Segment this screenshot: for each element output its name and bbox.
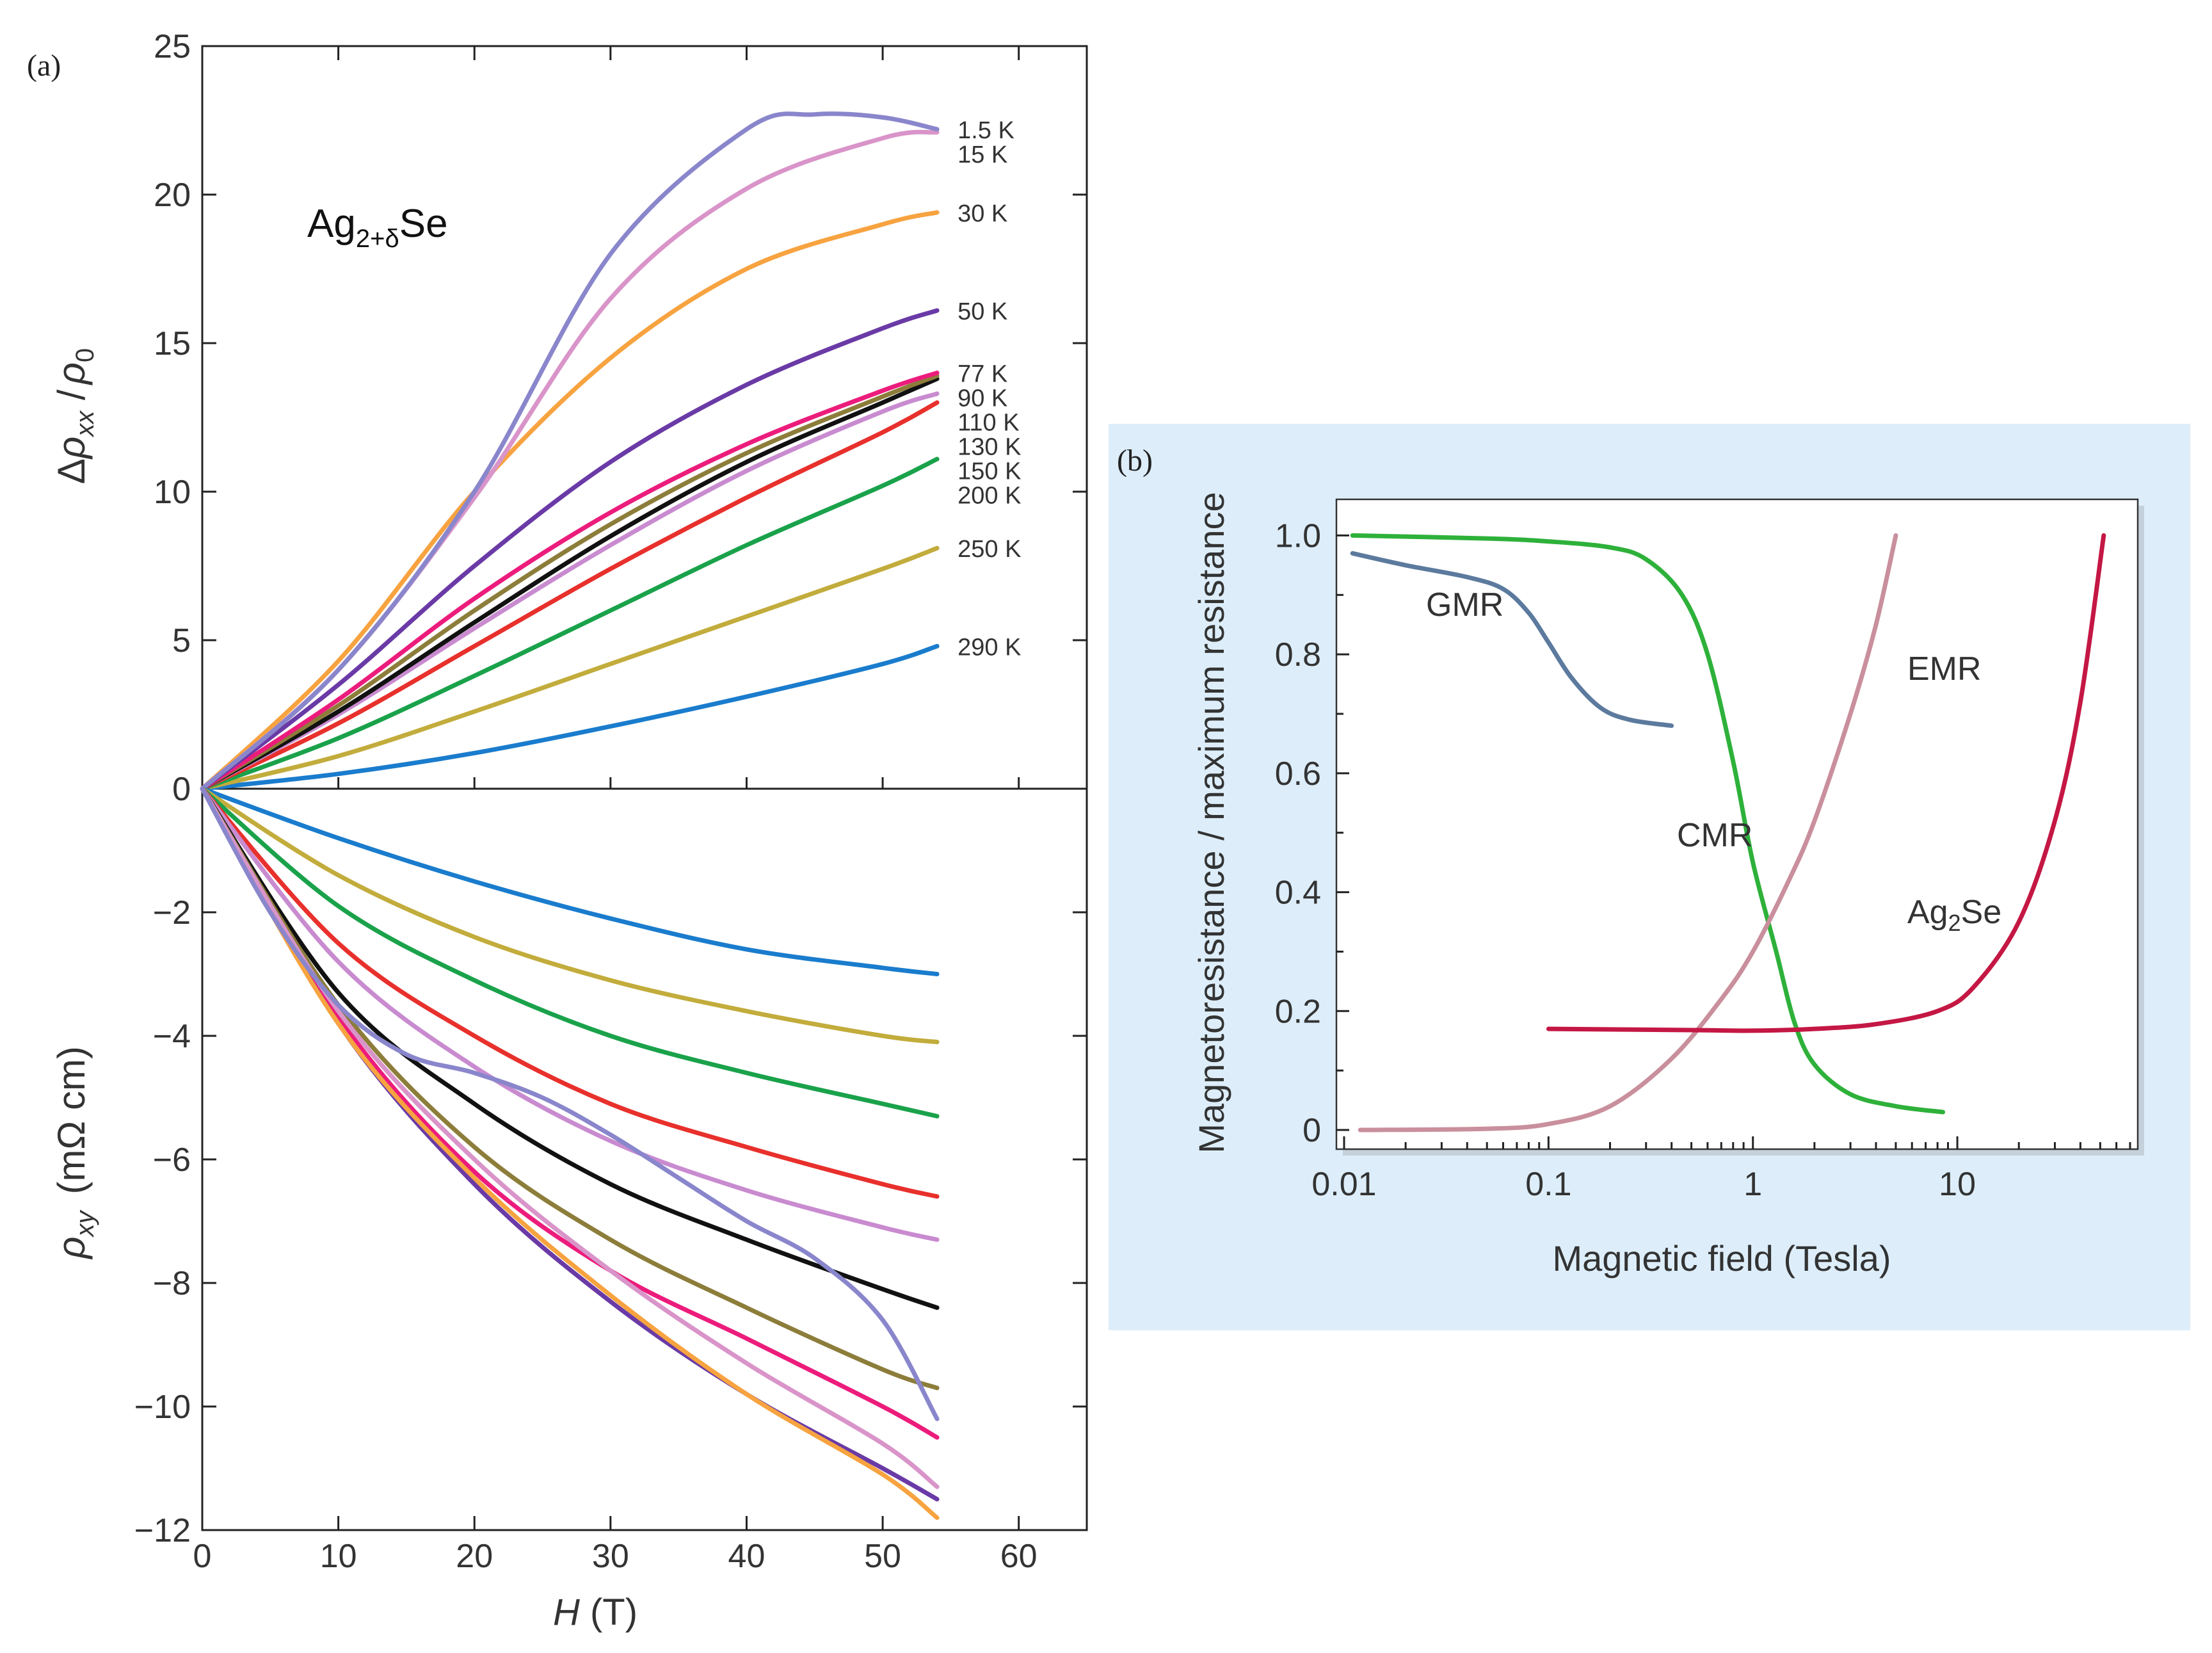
- panel-a: (a) 0 10 20 30 40 50 60 0 5 10 15 20 25 −12 −10 −8 −6 −4 −…: [27, 28, 1088, 1633]
- curve-bottom-150K: [200, 786, 940, 1199]
- curve-bottom-15K: [200, 786, 940, 1421]
- series-label-250K: 250 K: [958, 536, 1021, 563]
- b-y-tick-label-3: 0.6: [1275, 755, 1321, 793]
- series-label-200K: 200 K: [958, 482, 1021, 509]
- curve-bottom-250K: [200, 786, 940, 1045]
- b-y-tick-label-4: 0.8: [1275, 636, 1321, 673]
- curve-cmr: [1350, 533, 1946, 1115]
- curve-top-110K: [200, 376, 940, 791]
- curve-bottom-30K: [200, 786, 940, 1520]
- curve-bottom-77K: [200, 786, 940, 1440]
- panel-a-top-curves: [200, 111, 940, 791]
- curve-top-77K: [200, 370, 940, 791]
- b-y-tick-label-0: 0: [1302, 1112, 1321, 1149]
- curve-label-ag2se: Ag2Se: [1907, 894, 2001, 936]
- y-bottom-tick-label-4: −4: [153, 1018, 191, 1055]
- panel-a-bottom-curves: [200, 786, 940, 1520]
- curve-top-90K: [200, 373, 940, 791]
- y-top-tick-label-2: 10: [154, 474, 191, 511]
- sample-annotation: Ag2+δSe: [307, 202, 448, 253]
- curve-bottom-290K: [200, 786, 940, 976]
- y-bottom-tick-label-3: −6: [153, 1141, 191, 1179]
- curve-bottom-90K: [200, 786, 940, 1391]
- y-top-tick-label-5: 25: [154, 28, 191, 65]
- panel-a-ylabel-top: Δρxx /ρ0: [50, 348, 99, 484]
- curve-top-200K: [200, 456, 940, 791]
- series-label-15K: 1.5 K: [958, 117, 1014, 144]
- curve-emr: [1358, 533, 1898, 1133]
- y-top-tick-label-0: 0: [172, 771, 191, 808]
- series-label-130K: 130 K: [958, 433, 1021, 460]
- b-x-tick-label-2: 1: [1743, 1166, 1762, 1203]
- curve-top-15K: [200, 111, 940, 791]
- series-label-110K: 110 K: [958, 409, 1019, 436]
- x-tick-label-5: 50: [864, 1538, 901, 1575]
- panel-b-ylabel: Magnetoresistance / maximum resistance: [1191, 492, 1231, 1153]
- x-tick-label-2: 20: [456, 1538, 493, 1575]
- series-label-290K: 290 K: [958, 634, 1021, 661]
- b-y-tick-label-2: 0.4: [1275, 875, 1321, 912]
- panel-b-label: (b): [1117, 444, 1153, 478]
- panel-b-ticks: 0.01 0.1 1 10 0 0.2 0.4 0.6 0.8 1.0: [1275, 517, 2131, 1203]
- curve-top-290K: [200, 643, 940, 791]
- curve-ag2se: [1546, 533, 2106, 1033]
- curve-top-150K: [200, 400, 940, 791]
- y-top-tick-label-1: 5: [172, 622, 191, 659]
- y-bottom-tick-label-2: −8: [153, 1265, 191, 1302]
- y-top-tick-label-4: 20: [154, 177, 191, 214]
- series-label-50K: 50 K: [958, 298, 1007, 325]
- curve-bottom-15K: [200, 786, 940, 1489]
- curve-label-emr: EMR: [1907, 650, 1982, 688]
- series-label-30K: 30 K: [958, 200, 1007, 227]
- panel-b: (b) 0.01 0.1 1 10 0 0.2 0.4 0.6 0.8 1.0 GMR CMR E…: [1117, 444, 2144, 1278]
- series-label-150K: 150 K: [958, 458, 1021, 485]
- b-y-tick-label-5: 1.0: [1275, 517, 1321, 554]
- curve-label-gmr: GMR: [1426, 586, 1503, 624]
- b-y-tick-label-1: 0.2: [1275, 993, 1321, 1030]
- y-bottom-tick-label-0: −12: [134, 1512, 191, 1549]
- x-tick-label-4: 40: [728, 1538, 765, 1575]
- curve-bottom-130K: [200, 786, 940, 1242]
- x-tick-label-0: 0: [193, 1538, 212, 1575]
- panel-a-label: (a): [27, 49, 61, 83]
- curve-bottom-50K: [200, 786, 940, 1502]
- panel-b-curves: [1350, 533, 2106, 1133]
- curve-top-130K: [200, 391, 940, 791]
- series-label-77K: 77 K: [958, 360, 1007, 387]
- x-tick-label-3: 30: [592, 1538, 629, 1575]
- panel-a-ylabel-bottom: ρxy(mΩ cm): [50, 1046, 99, 1260]
- x-tick-label-6: 60: [1000, 1538, 1038, 1575]
- y-bottom-tick-label-1: −10: [134, 1389, 191, 1426]
- panel-b-plot-frame: [1335, 498, 2139, 1150]
- curve-bottom-200K: [200, 786, 940, 1118]
- b-x-tick-label-1: 0.1: [1525, 1166, 1571, 1203]
- series-label-15K: 15 K: [958, 141, 1007, 168]
- panel-a-ticks: 0 10 20 30 40 50 60 0 5 10 15 20 25 −12 −10 −8 −6 −4 −2: [134, 28, 1087, 1575]
- y-top-tick-label-3: 15: [154, 325, 191, 362]
- curve-top-50K: [200, 308, 940, 791]
- curve-gmr: [1350, 551, 1674, 729]
- panel-b-xlabel: Magnetic field (Tesla): [1552, 1238, 1891, 1278]
- y-bottom-tick-label-5: −2: [153, 894, 191, 931]
- b-x-tick-label-3: 10: [1939, 1166, 1976, 1203]
- series-label-90K: 90 K: [958, 385, 1007, 412]
- x-tick-label-1: 10: [320, 1538, 357, 1575]
- panel-a-xlabel: H (T): [553, 1592, 637, 1633]
- b-x-tick-label-0: 0.01: [1311, 1166, 1376, 1203]
- curve-top-30K: [200, 210, 940, 791]
- curve-bottom-110K: [200, 786, 940, 1310]
- curve-top-250K: [200, 545, 940, 791]
- curve-label-cmr: CMR: [1677, 817, 1752, 854]
